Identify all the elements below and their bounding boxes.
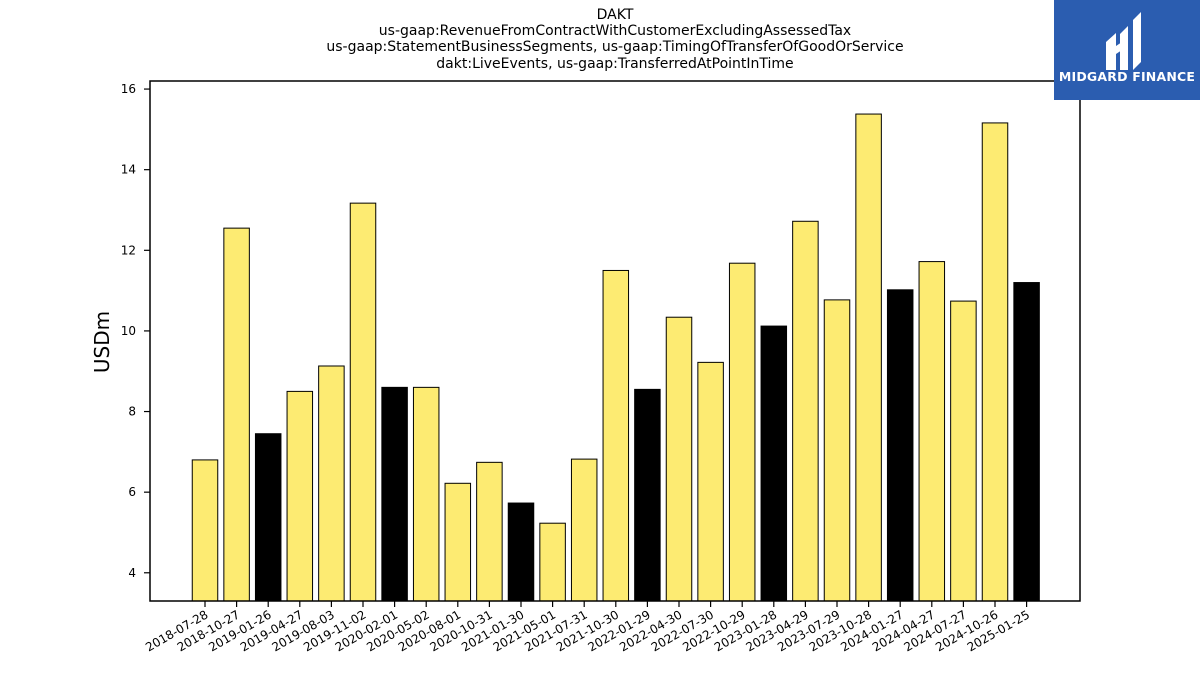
chart-subtitle-line: dakt:LiveEvents, us-gaap:TransferredAtPo…: [436, 56, 794, 72]
bar: [223, 227, 250, 602]
bar: [318, 365, 345, 602]
bar: [381, 386, 408, 602]
bar: [444, 482, 472, 602]
y-tick-label: 4: [128, 566, 136, 580]
bar: [634, 388, 661, 602]
bar: [886, 289, 914, 602]
bar: [918, 261, 946, 602]
bar: [570, 458, 598, 602]
bar: [855, 113, 882, 602]
logo-mark-icon: [1106, 12, 1141, 70]
bar: [1013, 282, 1040, 602]
brand-logo: MIDGARD FINANCE: [1054, 0, 1200, 100]
bar: [476, 461, 503, 602]
y-tick-label: 16: [121, 82, 136, 96]
logo-text: MIDGARD FINANCE: [1058, 69, 1196, 84]
chart-subtitle-line: us-gaap:RevenueFromContractWithCustomerE…: [378, 23, 852, 39]
bar: [728, 262, 756, 602]
bar: [349, 202, 377, 602]
bar: [792, 220, 819, 602]
bar: [950, 300, 977, 602]
bar: [412, 386, 440, 602]
y-tick-label: 12: [121, 243, 136, 257]
bar: [981, 122, 1009, 602]
y-tick-label: 8: [128, 405, 136, 419]
plot-frame: [149, 80, 1081, 602]
bar: [191, 459, 219, 602]
chart-subtitle-line: us-gaap:StatementBusinessSegments, us-ga…: [326, 39, 904, 55]
bar: [254, 433, 282, 602]
bar: [823, 299, 851, 602]
y-tick-label: 6: [128, 485, 136, 499]
chart-title-line: DAKT: [596, 7, 634, 23]
bar: [507, 502, 535, 602]
bar: [286, 390, 314, 602]
y-tick-label: 10: [121, 324, 136, 338]
y-tick-label: 14: [121, 163, 136, 177]
bar: [539, 522, 566, 602]
bar: [602, 269, 630, 602]
bar: [697, 361, 724, 602]
bar: [665, 316, 693, 602]
bar: [760, 325, 788, 602]
